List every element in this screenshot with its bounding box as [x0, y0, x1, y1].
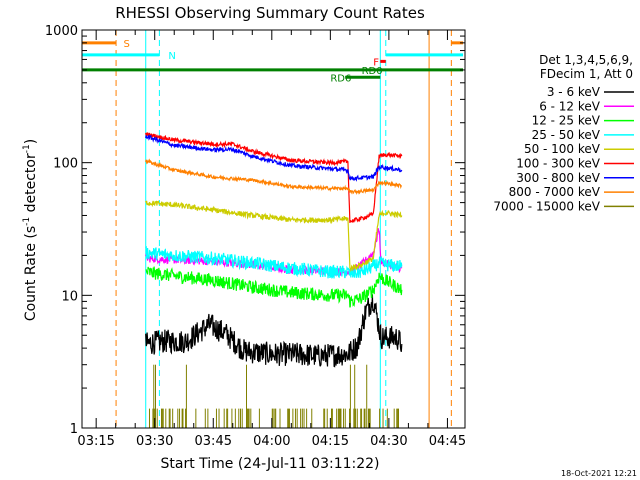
y-tick-label-1: 10: [61, 289, 78, 304]
chart-title: RHESSI Observing Summary Count Rates: [115, 4, 425, 22]
x-tick-label-2: 03:45: [195, 434, 232, 449]
flag-label-n: N: [168, 51, 175, 62]
legend-entry-4: 50 - 100 keV: [524, 142, 601, 156]
flag-label-s: S: [123, 39, 129, 50]
legend-entry-0: 3 - 6 keV: [547, 85, 601, 99]
y-axis-label: Count Rate (s-1 detector-1): [22, 139, 39, 321]
series-100-300-kev: [145, 132, 403, 224]
legend: Det 1,3,4,5,6,9, FDecim 1, Att 0 3 - 6 k…: [493, 53, 634, 213]
series-3-6-kev: [145, 294, 403, 368]
x-tick-label-6: 04:45: [429, 434, 466, 449]
legend-entry-8: 7000 - 15000 keV: [493, 199, 600, 213]
y-tick-label-3: 1000: [45, 24, 78, 39]
series-300-800-kev: [145, 134, 403, 182]
y-tick-label-0: 1: [70, 422, 78, 437]
x-axis-label: Start Time (24-Jul-11 03:11:22): [160, 456, 379, 472]
plot-frame: [81, 29, 466, 429]
footer-date: 18-Oct-2021 12:21: [561, 469, 637, 478]
y-tick-label-2: 100: [53, 157, 78, 172]
series-12-25-kev: [145, 266, 403, 308]
series-800-7000-kev: [145, 158, 402, 195]
x-tick-label-5: 04:30: [370, 434, 407, 449]
flag-label-rd0: RD0: [362, 66, 383, 77]
legend-entry-3: 25 - 50 keV: [532, 128, 601, 142]
legend-entry-2: 12 - 25 keV: [532, 114, 601, 128]
legend-header-1: Det 1,3,4,5,6,9,: [539, 53, 633, 67]
series-50-100-kev: [145, 200, 403, 273]
series-7000-15000-kev: [148, 364, 399, 428]
legend-entry-1: 6 - 12 keV: [539, 99, 601, 113]
series-6-12-kev: [145, 228, 403, 277]
series-25-50-kev: [145, 245, 403, 280]
x-tick-label-4: 04:15: [312, 434, 349, 449]
flag-label-rd6: RD6: [330, 73, 351, 84]
legend-header-2: FDecim 1, Att 0: [540, 67, 633, 81]
x-tick-label-0: 03:15: [77, 434, 114, 449]
flag-label-f: F: [373, 57, 379, 68]
legend-entry-5: 100 - 300 keV: [516, 157, 600, 171]
x-tick-label-3: 04:00: [253, 434, 290, 449]
x-tick-label-1: 03:30: [136, 434, 173, 449]
legend-entry-6: 300 - 800 keV: [516, 171, 600, 185]
legend-entry-7: 800 - 7000 keV: [509, 185, 601, 199]
